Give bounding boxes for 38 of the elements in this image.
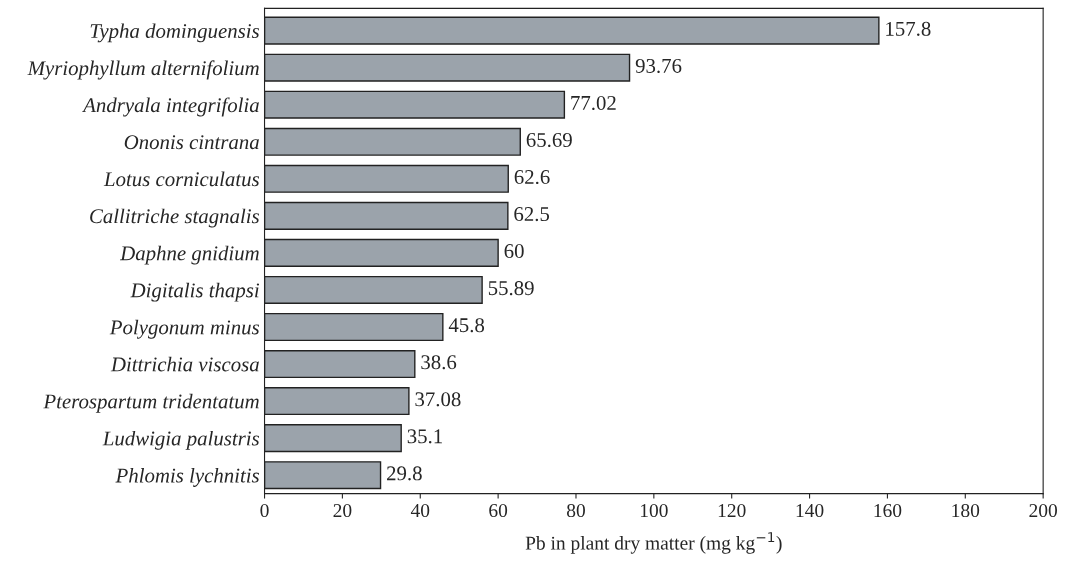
- x-tick-label: 40: [410, 503, 430, 518]
- data-label: 38.6: [421, 355, 457, 370]
- y-tick-label: Ononis cintrana: [124, 135, 259, 150]
- x-tick-label: 0: [260, 503, 269, 518]
- x-tick-label: 140: [796, 503, 824, 518]
- x-axis-title: Pb in plant dry matter (mg kg$^{−1}$): [525, 532, 782, 554]
- x-tick-label: 200: [1029, 503, 1057, 518]
- x-tick-label: 100: [640, 503, 668, 518]
- x-tick-label: 20: [333, 503, 352, 518]
- data-label: 77.02: [571, 95, 616, 111]
- data-label: 157.8: [886, 21, 931, 36]
- y-tick-label: Typha dominguensis: [90, 23, 260, 43]
- y-tick-label: Callitriche stagnalis: [90, 208, 260, 228]
- x-tick-label: 60: [489, 503, 508, 518]
- data-label: 60: [504, 244, 524, 259]
- data-label: 29.8: [387, 466, 422, 481]
- y-tick-label: Digitalis thapsi: [130, 282, 260, 302]
- x-tick-label: 80: [567, 503, 585, 518]
- data-label: 62.5: [514, 207, 550, 222]
- y-tick-label: Phlomis lychnitis: [115, 467, 260, 487]
- y-tick-label: Ludwigia palustris: [102, 430, 260, 450]
- y-tick-label: Dittrichia viscosa: [110, 356, 259, 372]
- y-tick-label: Daphne gnidium: [119, 245, 259, 265]
- y-tick-label: Lotus corniculatus: [103, 171, 260, 187]
- data-label: 45.8: [448, 318, 485, 333]
- data-label: 62.6: [514, 170, 550, 185]
- x-tick-label: 160: [874, 503, 902, 518]
- y-tick-label: Pterospartum tridentatum: [43, 393, 259, 413]
- y-tick-label: Myriophyllum alternifolium: [27, 60, 259, 80]
- y-tick-label: Andryala integrifolia: [82, 97, 259, 117]
- data-label: 65.69: [526, 132, 572, 148]
- y-tick-label: Polygonum minus: [109, 319, 260, 339]
- x-tick-label: 120: [718, 503, 746, 518]
- data-label: 55.89: [488, 281, 534, 296]
- data-label: 93.76: [635, 58, 682, 73]
- data-label: 37.08: [415, 392, 461, 407]
- data-label: 35.1: [407, 429, 442, 444]
- x-tick-label: 180: [952, 503, 980, 518]
